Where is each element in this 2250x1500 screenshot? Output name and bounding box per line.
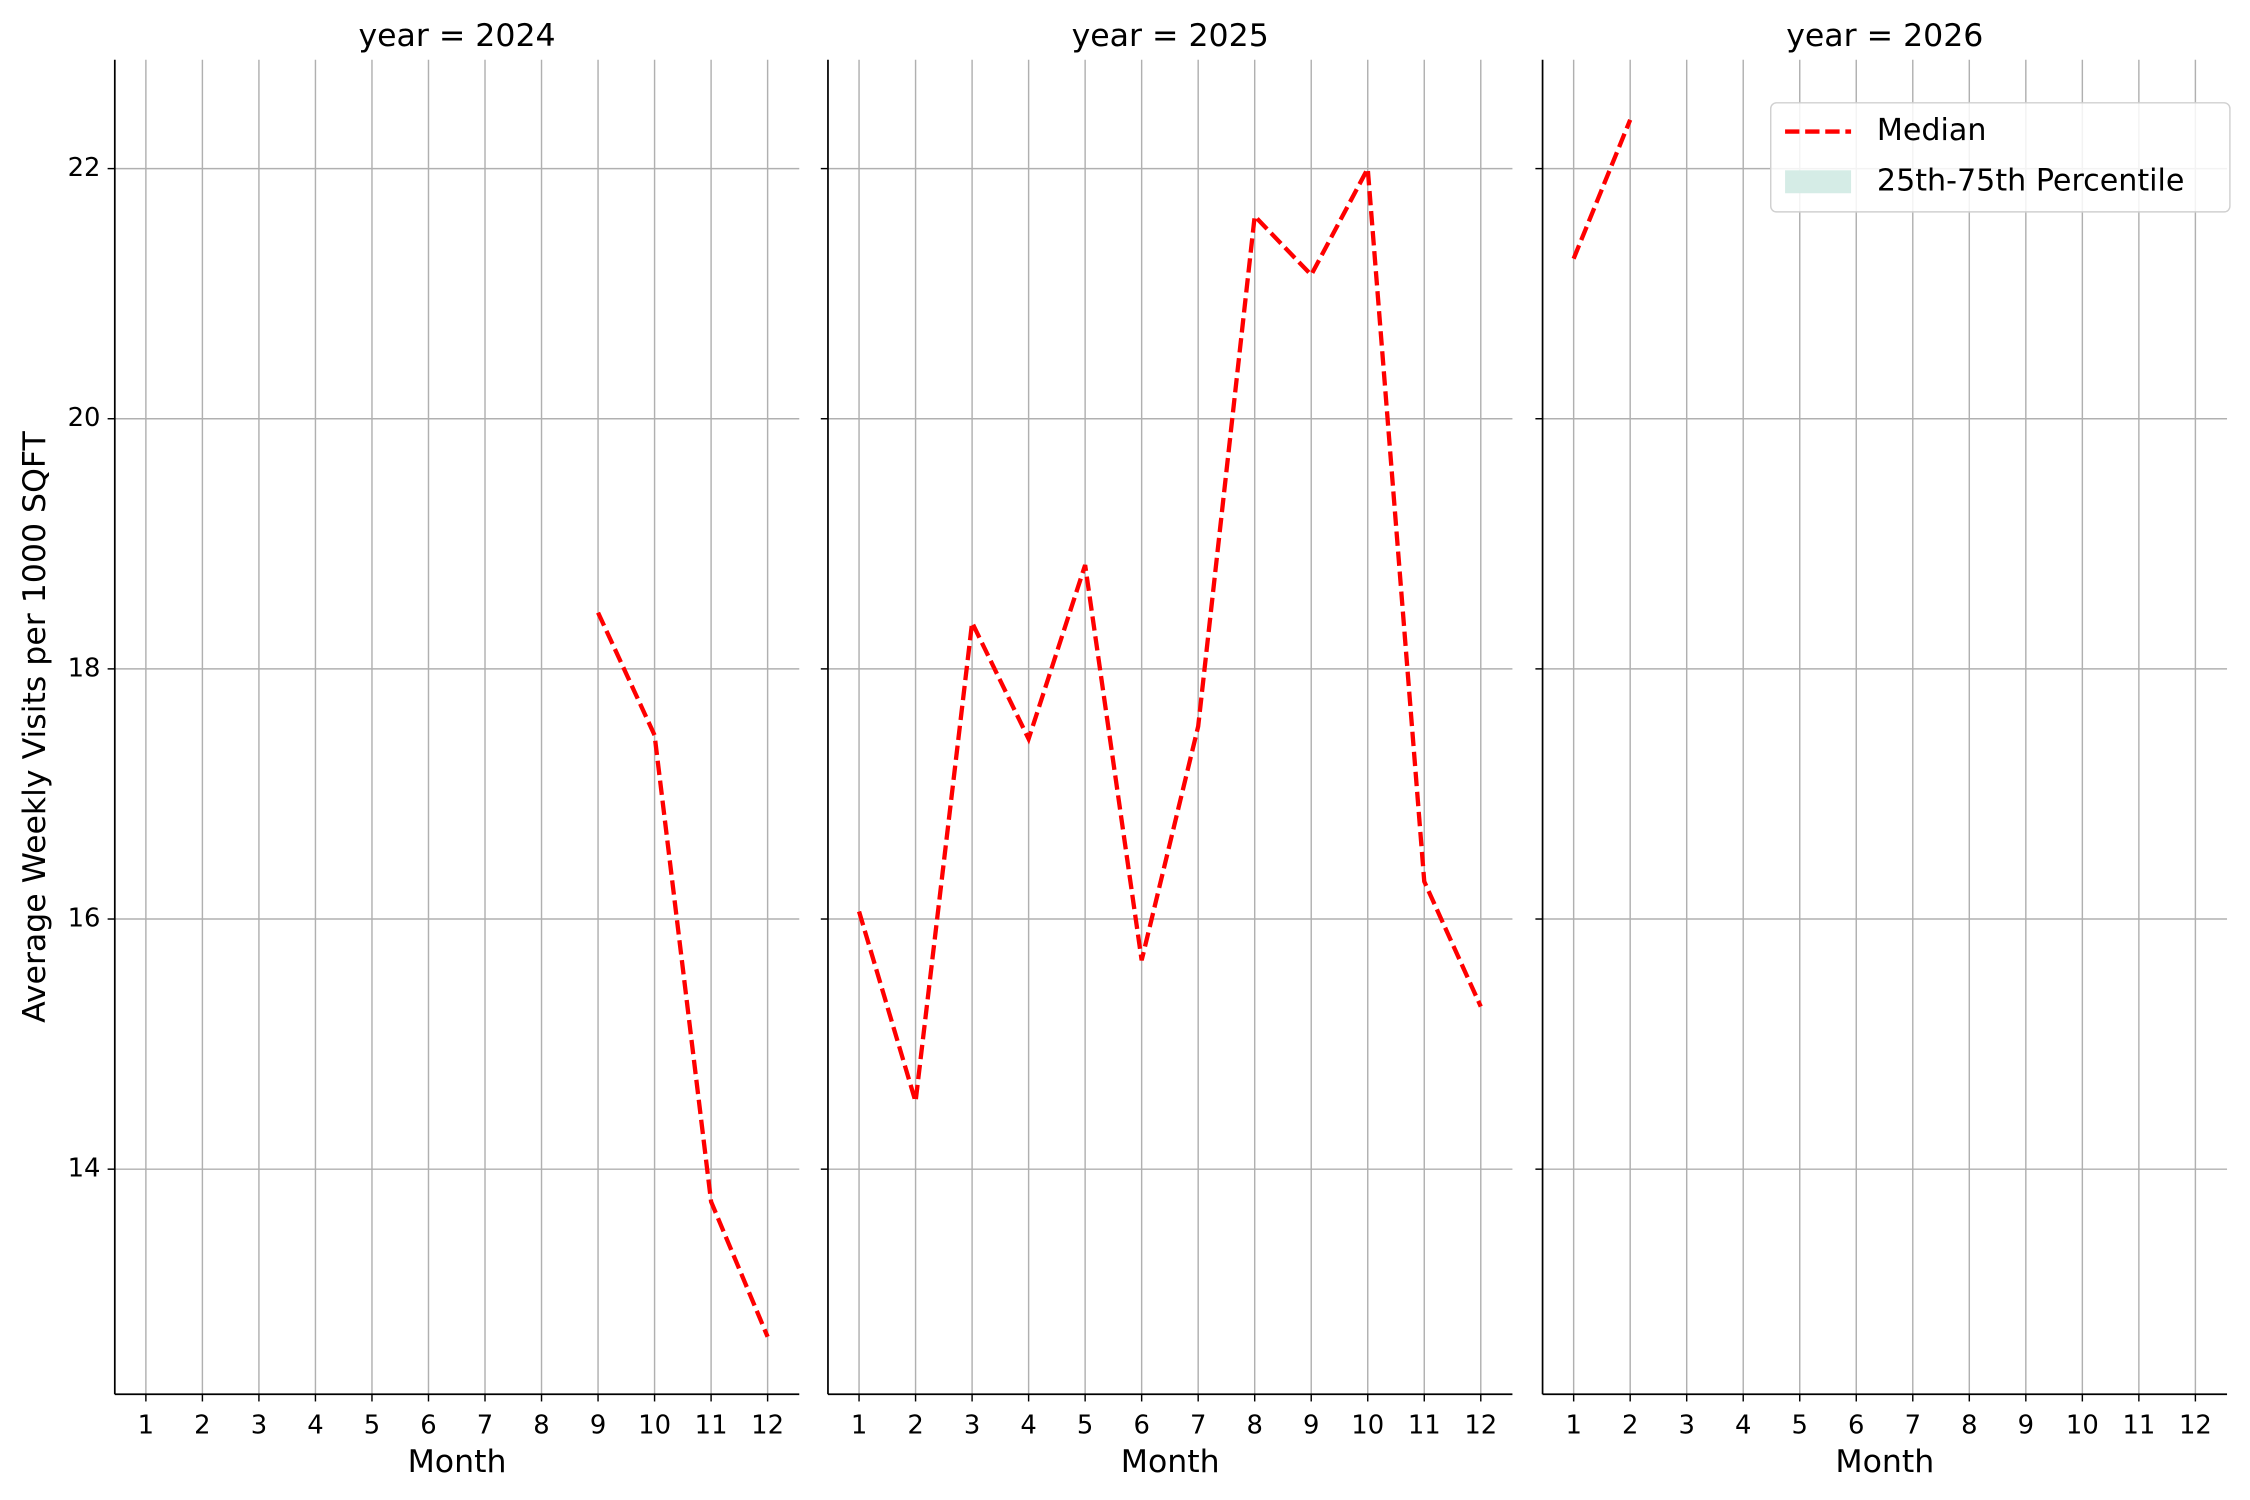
x-tick-label: 5 — [364, 1410, 380, 1440]
x-tick-label: 5 — [1077, 1410, 1093, 1440]
x-tick-label: 11 — [2122, 1410, 2155, 1440]
x-tick-label: 12 — [1464, 1410, 1497, 1440]
x-tick-label: 4 — [1735, 1410, 1751, 1440]
x-tick-label: 10 — [2066, 1410, 2099, 1440]
x-tick-label: 10 — [638, 1410, 671, 1440]
x-tick-label: 9 — [590, 1410, 606, 1440]
y-tick-label: 20 — [68, 403, 101, 433]
x-tick-label: 7 — [1190, 1410, 1206, 1440]
x-tick-label: 4 — [307, 1410, 323, 1440]
legend-label: 25th-75th Percentile — [1877, 163, 2185, 198]
legend-frame — [1770, 102, 2231, 213]
legend: Median 25th-75th Percentile — [1770, 102, 2231, 213]
median-line — [856, 161, 1483, 1103]
x-tick-label: 1 — [1565, 1410, 1581, 1440]
legend-swatch — [1785, 170, 1852, 194]
x-tick-label: 2 — [1622, 1410, 1638, 1440]
x-axis-label: Month — [1121, 1444, 1220, 1480]
x-tick-label: 9 — [1303, 1410, 1319, 1440]
x-tick-label: 10 — [1351, 1410, 1384, 1440]
x-tick-label: 12 — [2179, 1410, 2212, 1440]
x-tick-label: 9 — [2018, 1410, 2034, 1440]
legend-label: Median — [1877, 113, 1987, 148]
x-tick-label: 7 — [1905, 1410, 1921, 1440]
x-tick-label: 4 — [1020, 1410, 1036, 1440]
x-tick-label: 7 — [477, 1410, 493, 1440]
panel-title: year = 2025 — [1072, 18, 1269, 54]
x-tick-label: 11 — [695, 1410, 728, 1440]
panel-title: year = 2024 — [358, 18, 555, 54]
x-axis-label: Month — [1835, 1444, 1934, 1480]
x-tick-label: 6 — [420, 1410, 436, 1440]
x-tick-label: 1 — [851, 1410, 867, 1440]
x-tick-label: 8 — [533, 1410, 549, 1440]
y-tick-label: 16 — [68, 904, 101, 934]
x-tick-label: 12 — [751, 1410, 784, 1440]
x-tick-label: 5 — [1792, 1410, 1808, 1440]
x-tick-label: 3 — [1678, 1410, 1694, 1440]
y-tick-label: 14 — [68, 1154, 101, 1184]
x-tick-label: 1 — [138, 1410, 154, 1440]
x-tick-label: 2 — [907, 1410, 923, 1440]
median-line — [1571, 119, 1633, 260]
y-axis-label: Average Weekly Visits per 1000 SQFT — [17, 431, 53, 1023]
x-tick-label: 3 — [251, 1410, 267, 1440]
x-tick-label: 6 — [1848, 1410, 1864, 1440]
panel-title: year = 2026 — [1786, 18, 1983, 54]
x-tick-label: 3 — [964, 1410, 980, 1440]
x-axis-label: Month — [408, 1444, 507, 1480]
median-line — [596, 611, 770, 1338]
x-tick-label: 8 — [1246, 1410, 1262, 1440]
x-tick-label: 6 — [1133, 1410, 1149, 1440]
y-tick-label: 18 — [68, 653, 101, 683]
x-tick-label: 8 — [1961, 1410, 1977, 1440]
x-tick-label: 11 — [1408, 1410, 1441, 1440]
x-tick-label: 2 — [194, 1410, 210, 1440]
y-tick-label: 22 — [68, 153, 101, 183]
